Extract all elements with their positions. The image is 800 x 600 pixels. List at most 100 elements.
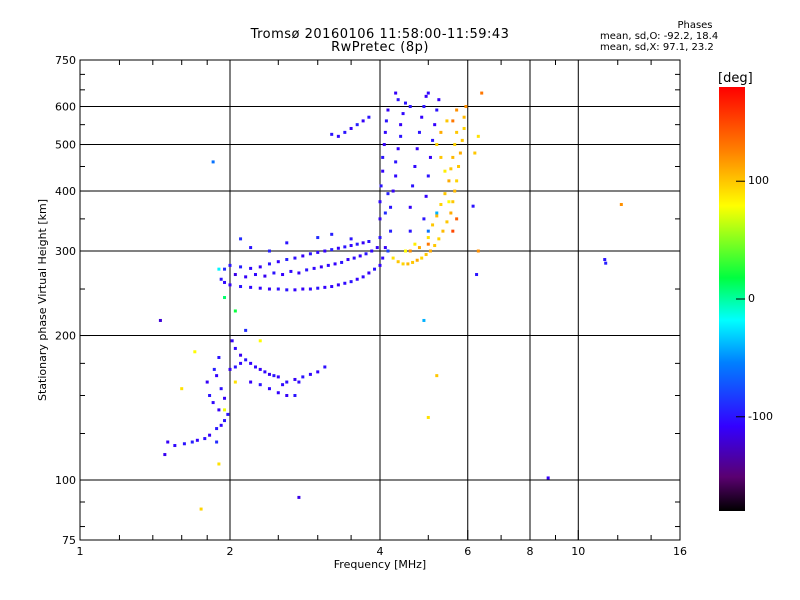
data-point xyxy=(428,249,432,253)
chart-subtitle: RwPretec (8p) xyxy=(331,40,429,55)
data-point xyxy=(253,365,257,369)
x-tick-label: 2 xyxy=(227,545,234,558)
data-point xyxy=(413,164,417,168)
data-point xyxy=(422,318,426,322)
data-point xyxy=(476,134,480,138)
data-point xyxy=(263,274,267,278)
data-point xyxy=(330,232,334,236)
data-point xyxy=(361,241,365,245)
data-point xyxy=(323,365,327,369)
data-point xyxy=(389,229,393,233)
data-point xyxy=(473,151,477,155)
data-point xyxy=(239,353,243,357)
data-point xyxy=(431,223,435,227)
data-point xyxy=(267,387,271,391)
data-point xyxy=(163,453,167,457)
data-point xyxy=(386,108,390,112)
data-point xyxy=(263,370,267,374)
data-point xyxy=(451,200,455,204)
y-tick-label: 300 xyxy=(55,245,76,258)
data-point xyxy=(301,375,305,379)
data-point xyxy=(426,236,430,240)
data-point xyxy=(301,287,305,291)
data-point xyxy=(455,179,459,183)
data-point xyxy=(223,267,227,271)
data-point xyxy=(546,476,550,480)
data-point xyxy=(426,242,430,246)
y-tick-label: 100 xyxy=(55,474,76,487)
data-point xyxy=(285,258,289,262)
data-point xyxy=(383,130,387,134)
data-point xyxy=(349,280,353,284)
stats-x-line: mean, sd,X: 97.1, 23.2 xyxy=(600,42,714,53)
data-point xyxy=(349,126,353,130)
data-point xyxy=(239,285,243,289)
data-point xyxy=(316,250,320,254)
data-point xyxy=(272,271,276,275)
data-point xyxy=(457,164,461,168)
data-point xyxy=(381,155,385,159)
data-point xyxy=(203,437,207,441)
data-point xyxy=(373,267,377,271)
data-point xyxy=(433,123,437,127)
data-point xyxy=(394,91,398,95)
data-point xyxy=(386,249,390,253)
data-point xyxy=(233,346,237,350)
data-point xyxy=(289,269,293,273)
data-point xyxy=(378,236,382,240)
data-point xyxy=(258,286,262,290)
data-point xyxy=(239,265,243,269)
y-tick-label: 400 xyxy=(55,185,76,198)
x-tick-label: 4 xyxy=(377,545,384,558)
colorbar-ticks xyxy=(736,180,745,418)
data-point xyxy=(403,249,407,253)
data-point xyxy=(308,252,312,256)
data-point xyxy=(293,394,297,398)
data-point xyxy=(381,169,385,173)
data-point xyxy=(355,277,359,281)
data-point xyxy=(443,169,447,173)
data-point xyxy=(319,265,323,269)
data-point xyxy=(281,383,285,387)
data-point xyxy=(443,192,447,196)
data-point xyxy=(193,350,197,354)
data-point xyxy=(394,160,398,164)
data-point xyxy=(415,258,419,262)
data-point xyxy=(391,256,395,260)
data-point xyxy=(480,91,484,95)
data-point xyxy=(330,248,334,252)
data-point xyxy=(199,507,203,511)
data-point xyxy=(426,415,430,419)
data-point xyxy=(217,408,221,412)
data-point xyxy=(333,262,337,266)
data-point xyxy=(367,271,371,275)
data-point xyxy=(417,246,421,250)
data-point xyxy=(447,179,451,183)
data-point xyxy=(211,160,215,164)
data-point xyxy=(285,394,289,398)
data-point xyxy=(451,155,455,159)
data-point xyxy=(249,361,253,365)
data-point xyxy=(249,246,253,250)
data-point xyxy=(217,355,221,359)
data-point xyxy=(219,423,223,427)
data-point xyxy=(258,265,262,269)
data-point xyxy=(249,266,253,270)
data-point xyxy=(217,267,221,271)
stats-o-line: mean, sd,O: -92.2, 18.4 xyxy=(600,31,719,42)
data-point xyxy=(426,174,430,178)
data-point xyxy=(166,440,170,444)
data-point xyxy=(439,202,443,206)
data-point xyxy=(439,155,443,159)
data-point xyxy=(244,358,248,362)
data-point xyxy=(361,275,365,279)
data-point xyxy=(239,361,243,365)
data-point xyxy=(439,130,443,134)
data-point xyxy=(460,138,464,142)
data-point xyxy=(226,412,230,416)
data-point xyxy=(223,396,227,400)
data-point xyxy=(426,91,430,95)
data-point xyxy=(451,119,455,123)
data-point xyxy=(276,375,280,379)
data-point xyxy=(215,374,219,378)
